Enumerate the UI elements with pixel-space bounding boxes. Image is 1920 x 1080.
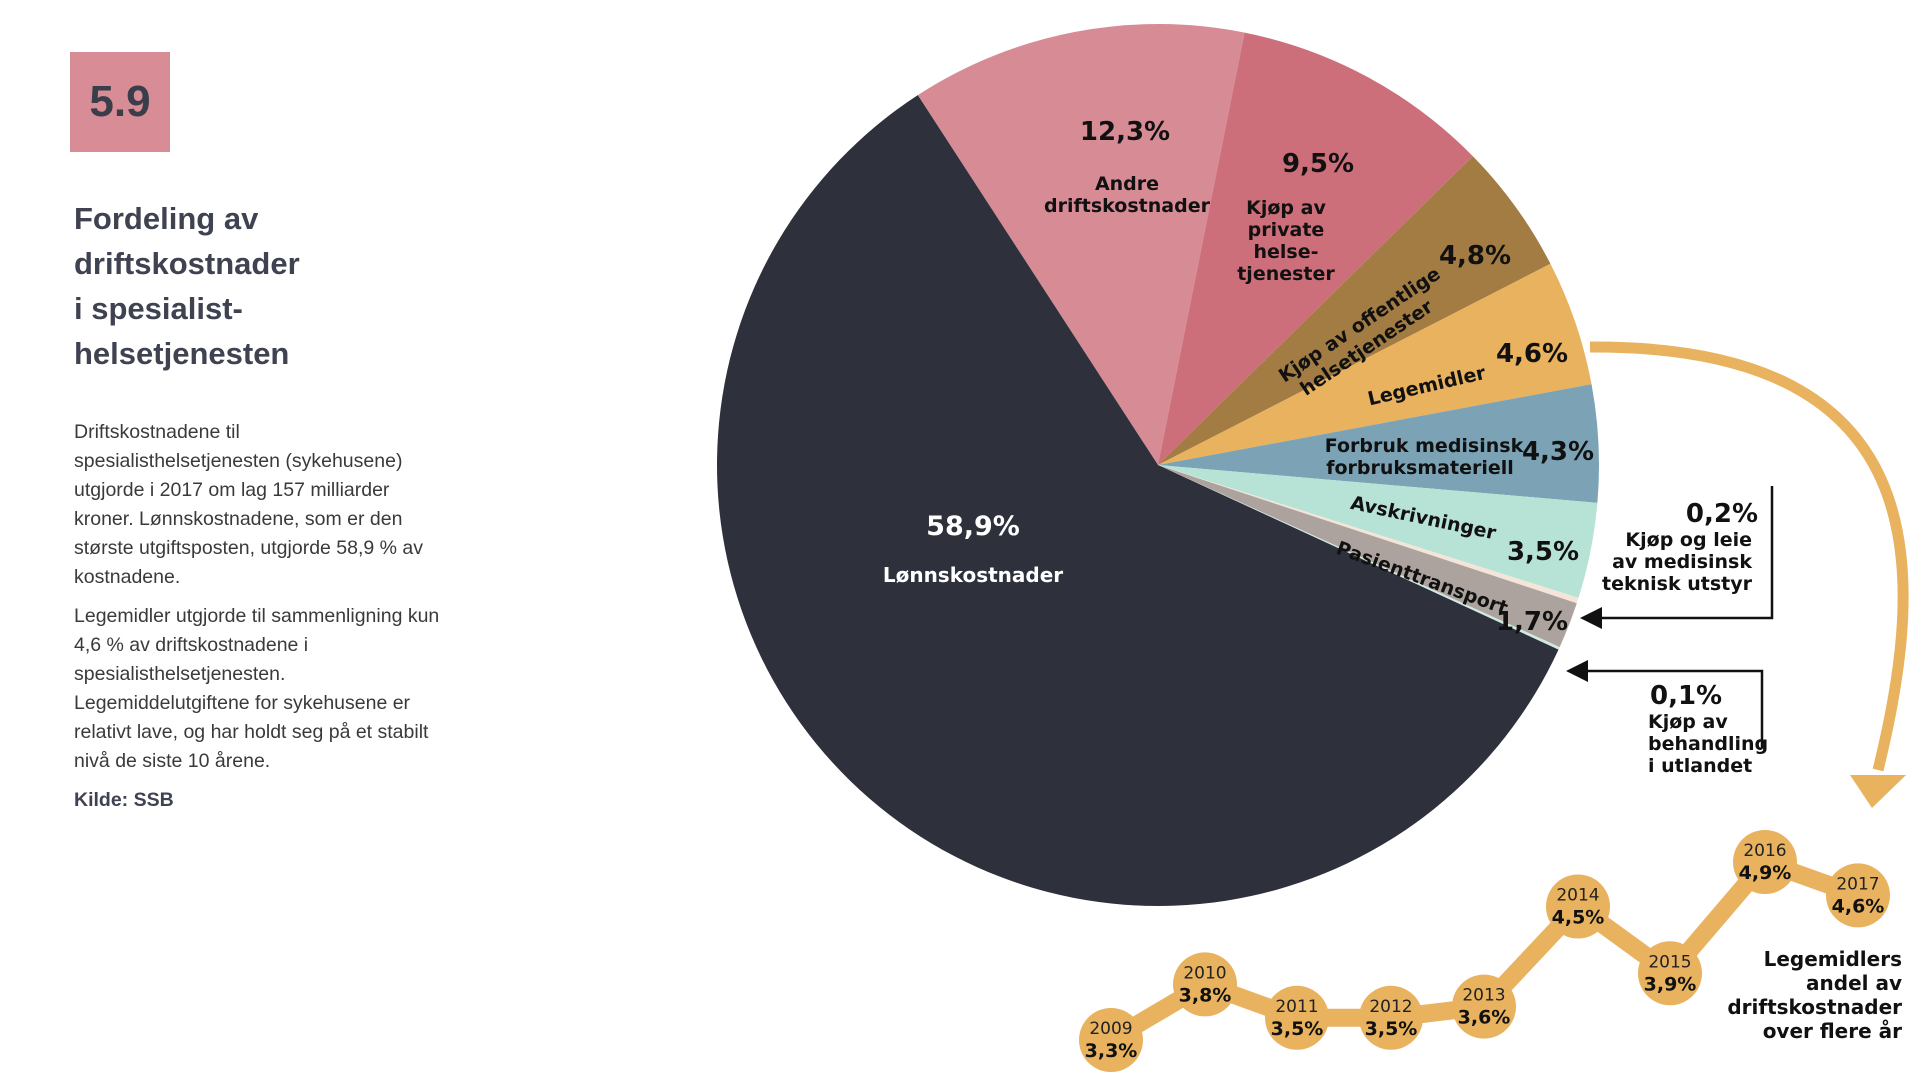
callout-text: behandling xyxy=(1648,733,1768,755)
title-line: i spesialist- xyxy=(74,291,243,326)
pie-slice xyxy=(716,95,1559,907)
callout-text: i utlandet xyxy=(1648,755,1752,777)
pie-slice xyxy=(1158,465,1560,650)
trend-title-line: over flere år xyxy=(1763,1019,1902,1043)
pie-slice xyxy=(1158,32,1473,466)
trend-year-label: 2009 xyxy=(1089,1019,1132,1039)
trend-year-label: 2013 xyxy=(1462,986,1505,1006)
callout-medical-equipment: 0,2% Kjøp og leie av medisinsk teknisk u… xyxy=(1602,499,1758,595)
trend-title-line: driftskostnader xyxy=(1727,995,1902,1019)
callout-text: Kjøp og leie xyxy=(1625,529,1752,551)
trend-point xyxy=(1173,952,1237,1017)
callout-text: Kjøp av xyxy=(1648,711,1728,733)
title-line: helsetjenesten xyxy=(74,336,290,371)
pie-slice xyxy=(1158,465,1579,604)
trend-title-line: Legemidlers xyxy=(1764,947,1902,971)
curved-arrow-to-trend xyxy=(1589,341,1909,772)
callout-line-0-2 xyxy=(1600,486,1774,620)
trend-year-label: 2016 xyxy=(1743,841,1786,861)
trend-point xyxy=(1265,985,1329,1050)
slice-name-label: helse- xyxy=(1253,241,1318,263)
chart-title: Fordeling av driftskostnader i spesialis… xyxy=(74,196,374,376)
slice-name-label: Forbruk medisinsk xyxy=(1325,435,1524,457)
callout-text: av medisinsk xyxy=(1612,551,1752,573)
trend-value-label: 3,5% xyxy=(1271,1018,1324,1040)
description: Driftskostnadene til spesialisthelsetjen… xyxy=(74,418,444,815)
pie-slice xyxy=(1158,384,1599,503)
slice-value-label: 9,5% xyxy=(1282,149,1354,179)
trend-value-label: 3,8% xyxy=(1179,984,1232,1006)
slice-name-label: Andre xyxy=(1095,173,1159,195)
slice-name-label: driftskostnader xyxy=(1044,195,1211,217)
slice-name-label: Kjøp av xyxy=(1246,197,1326,219)
trend-point xyxy=(1079,1008,1143,1072)
trend-year-label: 2011 xyxy=(1275,997,1318,1017)
slice-name-label: forbruksmateriell xyxy=(1326,457,1514,479)
slice-value-label: 3,5% xyxy=(1507,537,1579,567)
trend-point xyxy=(1452,974,1516,1039)
trend-line-chart: 20093,3%20103,8%20113,5%20123,5%20133,6%… xyxy=(1079,830,1890,1072)
figure-number: 5.9 xyxy=(89,77,151,126)
trend-value-label: 3,3% xyxy=(1085,1040,1138,1062)
slice-value-label: 58,9% xyxy=(926,511,1020,542)
trend-value-label: 3,9% xyxy=(1644,973,1697,995)
slice-value-label: 1,7% xyxy=(1496,607,1568,637)
slice-value-label: 4,3% xyxy=(1522,437,1594,467)
trend-value-label: 4,6% xyxy=(1832,895,1885,917)
slice-name-label: private xyxy=(1248,219,1325,241)
source-note: Kilde: SSB xyxy=(74,789,174,811)
trend-point xyxy=(1826,863,1890,928)
pie-slice xyxy=(1158,156,1551,465)
trend-value-label: 4,9% xyxy=(1739,862,1792,884)
callout-treatment-abroad: 0,1% Kjøp av behandling i utlandet xyxy=(1648,681,1768,777)
slice-value-label: 4,6% xyxy=(1496,339,1568,369)
callout-arrow-0-2 xyxy=(1580,607,1602,629)
callout-text: teknisk utstyr xyxy=(1602,573,1753,595)
slice-name-label: Lønnskostnader xyxy=(883,563,1063,587)
trend-value-label: 4,5% xyxy=(1552,907,1605,929)
callout-arrow-0-1 xyxy=(1566,660,1588,682)
trend-year-label: 2012 xyxy=(1369,997,1412,1017)
trend-year-label: 2010 xyxy=(1183,963,1226,983)
trend-value-label: 3,5% xyxy=(1365,1018,1418,1040)
trend-point xyxy=(1359,985,1423,1050)
pie-slice xyxy=(1158,465,1577,648)
slice-name-label: tjenester xyxy=(1237,263,1335,285)
trend-year-label: 2014 xyxy=(1556,886,1599,906)
trend-year-label: 2017 xyxy=(1836,874,1879,894)
trend-title-line: andel av xyxy=(1806,971,1902,995)
pie-slice xyxy=(1158,465,1598,598)
figure-number-badge: 5.9 xyxy=(70,52,170,152)
curved-arrow-head xyxy=(1850,775,1906,808)
callout-value: 0,2% xyxy=(1686,499,1758,529)
title-line: driftskostnader xyxy=(74,246,300,281)
trend-point xyxy=(1638,941,1702,1006)
title-line: Fordeling av xyxy=(74,201,259,236)
callout-value: 0,1% xyxy=(1650,681,1722,711)
callout-line-0-1 xyxy=(1588,669,1764,748)
pie-slice xyxy=(917,24,1245,466)
trend-year-label: 2015 xyxy=(1648,952,1691,972)
trend-point xyxy=(1546,874,1610,939)
trend-title: Legemidlers andel av driftskostnader ove… xyxy=(1727,947,1902,1043)
pie-slice xyxy=(1158,263,1592,465)
trend-point xyxy=(1733,830,1797,894)
description-paragraph: Driftskostnadene til spesialisthelsetjen… xyxy=(74,421,424,588)
slice-value-label: 12,3% xyxy=(1080,117,1170,147)
description-paragraph: Legemidler utgjorde til sammenligning ku… xyxy=(74,605,440,772)
slice-value-label: 4,8% xyxy=(1439,241,1511,271)
trend-value-label: 3,6% xyxy=(1458,1007,1511,1029)
